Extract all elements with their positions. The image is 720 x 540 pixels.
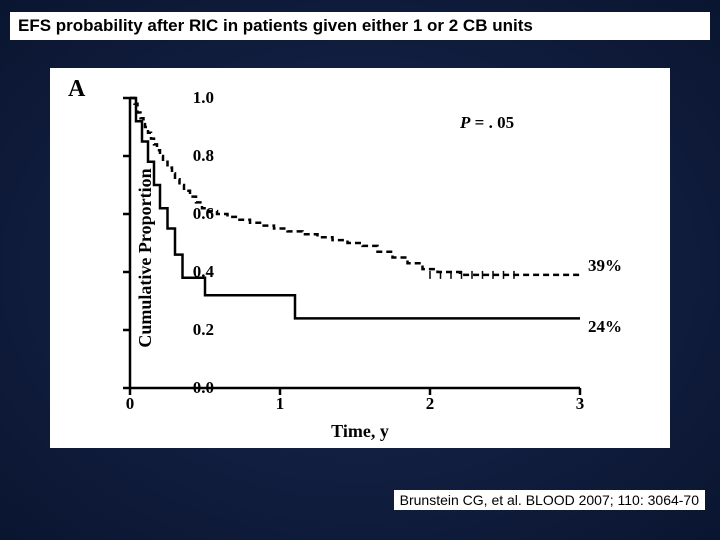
x-axis-label: Time, y xyxy=(331,421,389,442)
y-tick-label: 0.8 xyxy=(193,146,214,166)
y-tick-label: 0.2 xyxy=(193,320,214,340)
citation: Brunstein CG, et al. BLOOD 2007; 110: 30… xyxy=(394,490,705,510)
end-label: 24% xyxy=(588,317,622,337)
end-label: 39% xyxy=(588,256,622,276)
slide-title: EFS probability after RIC in patients gi… xyxy=(10,12,710,40)
x-tick-label: 2 xyxy=(426,394,435,414)
panel-letter: A xyxy=(68,76,85,103)
y-tick-label: 0.6 xyxy=(193,204,214,224)
y-tick-label: 0.0 xyxy=(193,378,214,398)
plot-area xyxy=(130,98,580,388)
chart-container: A Cumulative Proportion Time, y 0.00.20.… xyxy=(50,68,670,448)
x-tick-label: 3 xyxy=(576,394,585,414)
x-tick-label: 0 xyxy=(126,394,135,414)
y-tick-label: 0.4 xyxy=(193,262,214,282)
x-tick-label: 1 xyxy=(276,394,285,414)
y-tick-label: 1.0 xyxy=(193,88,214,108)
p-value: P = . 05 xyxy=(460,113,514,133)
